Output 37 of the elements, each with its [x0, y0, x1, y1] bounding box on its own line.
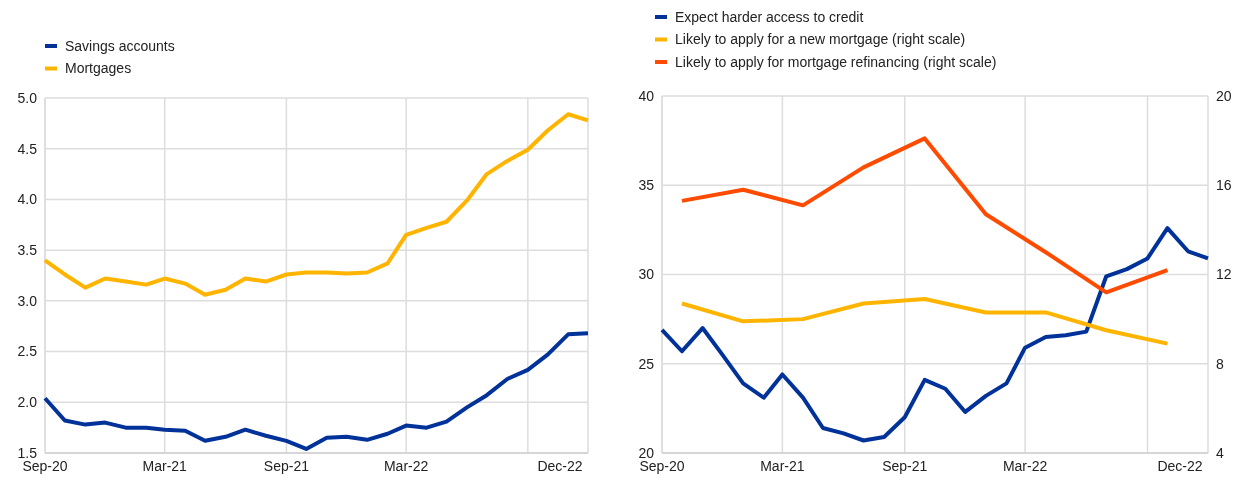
y2-tick-label: 20 — [1216, 87, 1232, 104]
x-tick-label: Mar-21 — [142, 458, 188, 474]
x-tick-label: Mar-22 — [383, 458, 429, 474]
x-tick-label: Mar-21 — [760, 458, 805, 474]
x-tick-label: Sep-21 — [882, 458, 928, 474]
legend-label: Mortgages — [65, 60, 132, 77]
x-tick-label: Sep-20 — [639, 458, 685, 474]
x-tick-label: Sep-21 — [263, 458, 310, 474]
y2-tick-label: 16 — [1216, 177, 1232, 194]
y-tick-label: 20 — [638, 444, 655, 461]
y-tick-label: 5.0 — [17, 89, 38, 106]
legend-label: Likely to apply for a new mortgage (right scale) — [675, 31, 966, 48]
y-tick-label: 2.0 — [17, 394, 38, 411]
y-tick-label: 4.5 — [17, 140, 38, 157]
y2-tick-label: 8 — [1216, 355, 1224, 372]
x-tick-label: Dec-22 — [537, 458, 583, 474]
legend-label: Likely to apply for mortgage refinancing (right scale) — [675, 53, 997, 70]
y-tick-label: 2.5 — [17, 343, 38, 360]
x-tick-label: Sep-20 — [22, 458, 68, 474]
y-tick-label: 30 — [638, 266, 655, 283]
line-series — [660, 226, 1210, 443]
y2-tick-label: 12 — [1216, 266, 1232, 283]
y-tick-label: 3.5 — [17, 242, 38, 259]
y2-tick-label: 4 — [1216, 444, 1224, 461]
line-series — [679, 297, 1170, 346]
y-tick-label: 35 — [638, 177, 655, 194]
y-tick-label: 4.0 — [17, 191, 38, 208]
legend-label: Expect harder access to credit — [675, 8, 864, 25]
line-series — [43, 112, 590, 297]
x-tick-label: Dec-22 — [1157, 458, 1203, 474]
line-series — [679, 136, 1170, 295]
y-tick-label: 25 — [638, 355, 655, 372]
x-tick-label: Mar-22 — [1002, 458, 1048, 474]
legend-label: Savings accounts — [65, 37, 175, 54]
y-tick-label: 1.5 — [17, 444, 38, 461]
y-tick-label: 3.0 — [17, 292, 38, 309]
y-tick-label: 40 — [638, 87, 655, 104]
